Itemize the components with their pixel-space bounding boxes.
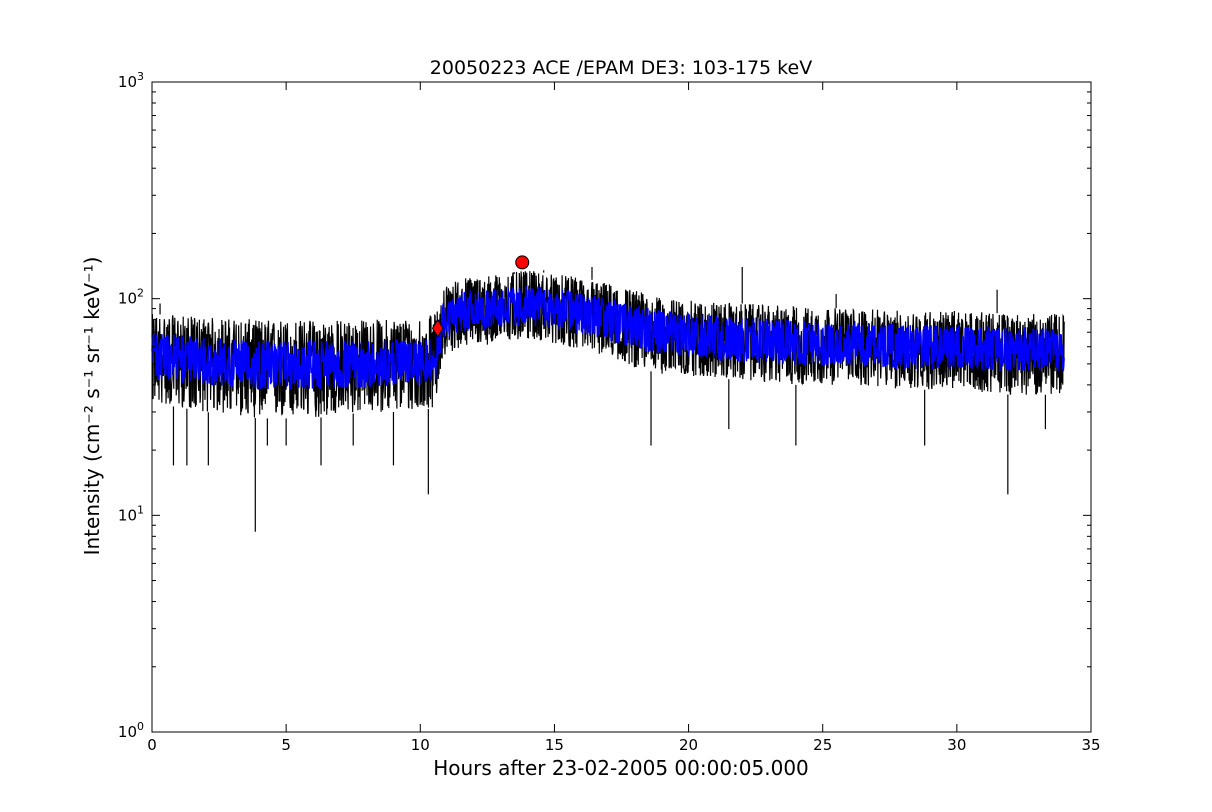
smoothed-intensity-series	[151, 285, 1065, 390]
x-axis-label: Hours after 23-02-2005 00:00:05.000	[433, 756, 809, 780]
tick-layer: 0 5 10 15 20 25 30 35 100 101 102 103	[118, 70, 1101, 754]
y-axis-label: Intensity (cm⁻² s⁻¹ sr⁻¹ keV⁻¹)	[80, 257, 104, 556]
plot-area-frame	[151, 81, 1092, 733]
y-tick-label: 101	[118, 503, 144, 524]
x-tick-label: 35	[1081, 736, 1100, 754]
onset-diamond-marker	[431, 318, 444, 338]
y-tick-label: 100	[118, 720, 144, 741]
series-layer	[151, 267, 1065, 532]
y-tick-label: 103	[118, 70, 144, 91]
x-tick-label: 25	[813, 736, 832, 754]
x-tick-label: 0	[147, 736, 157, 754]
peak-circle-marker	[515, 255, 530, 270]
y-tick-label: 102	[118, 287, 144, 308]
x-tick-label: 5	[281, 736, 291, 754]
chart-title: 20050223 ACE /EPAM DE3: 103-175 keV	[430, 57, 812, 79]
x-tick-label: 30	[947, 736, 966, 754]
x-tick-label: 20	[679, 736, 698, 754]
x-tick-label: 10	[411, 736, 430, 754]
marker-layer	[431, 255, 530, 338]
x-tick-label: 15	[545, 736, 564, 754]
